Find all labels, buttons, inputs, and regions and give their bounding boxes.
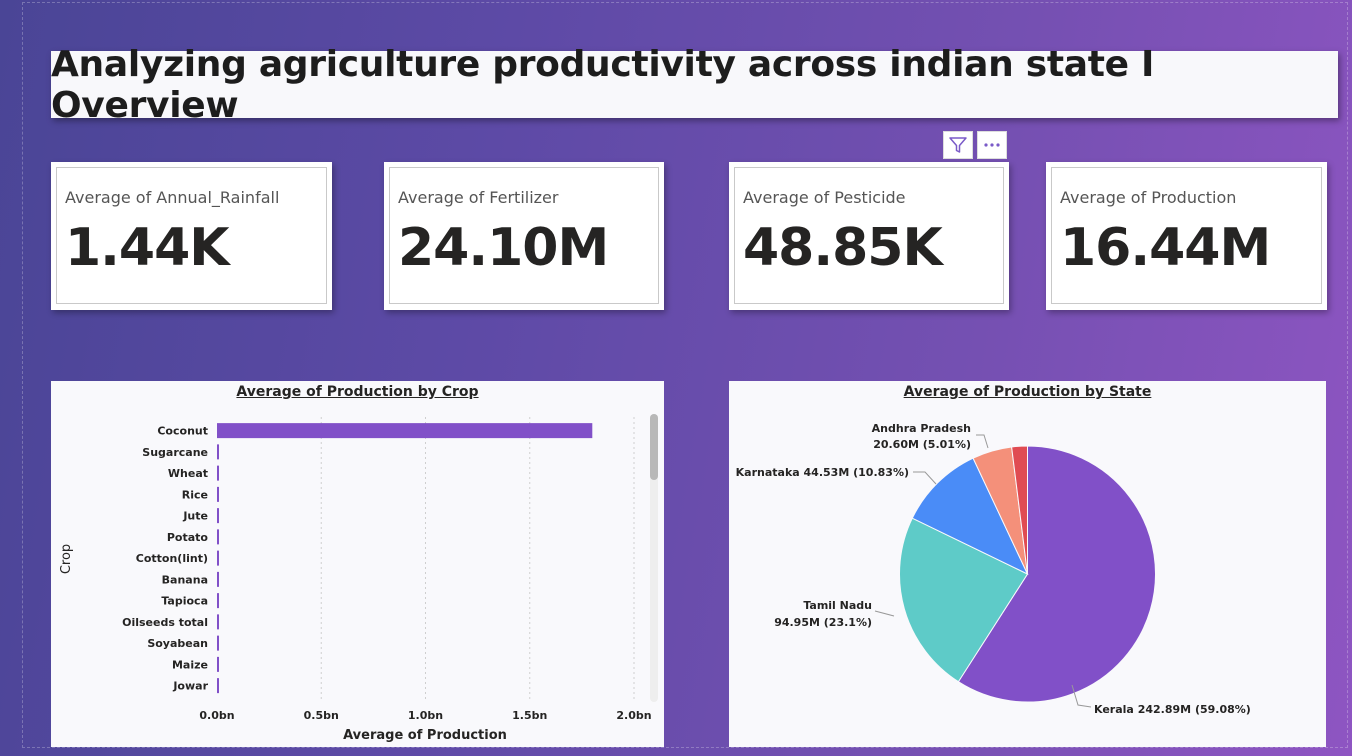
bar-coconut[interactable] xyxy=(217,423,593,439)
scrollbar-track[interactable] xyxy=(650,414,658,702)
bar-chart-x-tick: 0.0bn xyxy=(199,709,234,722)
bar-chart-category-label: Wheat xyxy=(168,467,208,480)
slice-value: 44.53M xyxy=(804,466,850,479)
slice-value: 20.60M xyxy=(873,438,919,451)
card-value: 48.85K xyxy=(743,218,943,278)
leader-line-karnataka xyxy=(913,471,937,485)
bar-chart-y-axis-label: Crop xyxy=(59,544,74,574)
bar-chart-category-label: Coconut xyxy=(157,425,208,438)
bar-cotton-lint[interactable] xyxy=(217,550,219,566)
slice-value: 94.95M xyxy=(774,616,820,629)
card-pesticide[interactable]: Average of Pesticide 48.85K xyxy=(729,162,1009,310)
slice-percent: (10.83%) xyxy=(853,466,909,479)
slice-percent: (5.01%) xyxy=(923,438,971,451)
slice-percent: (59.08%) xyxy=(1195,703,1251,716)
pie-label-kerala: Kerala 242.89M (59.08%) xyxy=(1094,703,1251,716)
slice-name: Andhra Pradesh xyxy=(872,422,971,435)
card-border xyxy=(734,167,1004,304)
pie-label-tamil-nadu-name: Tamil Nadu xyxy=(803,599,872,612)
more-options-icon xyxy=(984,143,1000,147)
bar-chart-category-label: Banana xyxy=(162,573,208,586)
bar-chart-x-tick: 2.0bn xyxy=(616,709,651,722)
bar-chart-panel[interactable]: Average of Production by Crop Crop Avera… xyxy=(51,381,664,747)
card-label: Average of Annual_Rainfall xyxy=(65,188,280,207)
pie-slice-other[interactable] xyxy=(1011,445,1028,575)
bar-chart-x-tick: 0.5bn xyxy=(304,709,339,722)
bar-potato[interactable] xyxy=(217,529,219,545)
card-production[interactable]: Average of Production 16.44M xyxy=(1046,162,1327,310)
pie-label-andhra-pradesh-name: Andhra Pradesh xyxy=(872,422,971,435)
scrollbar-thumb[interactable] xyxy=(650,414,658,480)
pie-chart: Kerala 242.89M (59.08%) Tamil Nadu 94.95… xyxy=(736,422,1251,716)
bar-jowar[interactable] xyxy=(217,678,219,694)
slice-value: 242.89M xyxy=(1138,703,1191,716)
pie-slice-karnataka[interactable] xyxy=(911,457,1029,576)
slice-name: Karnataka xyxy=(736,466,800,479)
pie-label-karnataka: Karnataka 44.53M (10.83%) xyxy=(736,466,909,479)
bar-soyabean[interactable] xyxy=(217,635,219,651)
card-fertilizer[interactable]: Average of Fertilizer 24.10M xyxy=(384,162,664,310)
card-label: Average of Production xyxy=(1060,188,1237,207)
bar-chart-category-label: Jute xyxy=(182,510,208,523)
pie-slice-kerala[interactable] xyxy=(957,445,1156,703)
bar-chart-category-label: Sugarcane xyxy=(142,446,208,459)
report-title: Analyzing agriculture productivity acros… xyxy=(51,43,1155,126)
card-label: Average of Fertilizer xyxy=(398,188,559,207)
slice-percent: (23.1%) xyxy=(824,616,872,629)
card-value: 1.44K xyxy=(65,218,230,278)
filter-button[interactable] xyxy=(943,131,973,159)
leader-line-kerala xyxy=(1071,684,1092,708)
bar-chart-x-tick: 1.0bn xyxy=(408,709,443,722)
filter-icon xyxy=(949,137,967,153)
card-border xyxy=(1051,167,1322,304)
card-value: 16.44M xyxy=(1060,218,1271,278)
report-title-box: Analyzing agriculture productivity acros… xyxy=(51,44,1338,126)
bar-chart-category-label: Maize xyxy=(172,658,208,671)
bar-chart-category-label: Cotton(lint) xyxy=(136,552,208,565)
bar-tapioca[interactable] xyxy=(217,593,219,609)
bar-sugarcane[interactable] xyxy=(217,444,219,460)
pie-chart-title: Average of Production by State xyxy=(903,384,1152,400)
leader-line-andhra-pradesh xyxy=(976,434,989,449)
slice-name: Tamil Nadu xyxy=(803,599,872,612)
bar-rice[interactable] xyxy=(217,486,219,502)
bar-oilseeds-total[interactable] xyxy=(217,614,219,630)
bar-chart: Crop Average of Production Coconut Sugarc… xyxy=(59,414,658,743)
more-options-button[interactable] xyxy=(977,131,1007,159)
bar-wheat[interactable] xyxy=(217,465,219,481)
bar-chart-x-tick: 1.5bn xyxy=(512,709,547,722)
bar-chart-category-label: Jowar xyxy=(172,680,208,693)
visual-header xyxy=(943,131,1007,159)
card-border xyxy=(56,167,327,304)
leader-line-tamil-nadu xyxy=(874,610,895,617)
bar-chart-category-label: Soyabean xyxy=(147,637,208,650)
bar-chart-category-label: Oilseeds total xyxy=(122,616,208,629)
bar-chart-category-label: Potato xyxy=(167,531,209,544)
pie-label-andhra-pradesh-value: 20.60M (5.01%) xyxy=(873,438,971,451)
bar-maize[interactable] xyxy=(217,656,219,672)
bar-chart-x-axis-label: Average of Production xyxy=(343,728,507,743)
slice-name: Kerala xyxy=(1094,703,1134,716)
card-value: 24.10M xyxy=(398,218,609,278)
card-border xyxy=(389,167,659,304)
card-annual-rainfall[interactable]: Average of Annual_Rainfall 1.44K xyxy=(51,162,332,310)
bar-jute[interactable] xyxy=(217,508,219,524)
bar-chart-title: Average of Production by Crop xyxy=(236,384,479,400)
bar-chart-category-label: Tapioca xyxy=(161,595,208,608)
pie-label-tamil-nadu-value: 94.95M (23.1%) xyxy=(774,616,872,629)
pie-slice-tamil-nadu[interactable] xyxy=(899,517,1029,683)
pie-chart-panel[interactable]: Average of Production by State Kerala 24… xyxy=(729,381,1326,747)
card-label: Average of Pesticide xyxy=(743,188,906,207)
bar-chart-category-label: Rice xyxy=(182,488,208,501)
bar-banana[interactable] xyxy=(217,571,219,587)
